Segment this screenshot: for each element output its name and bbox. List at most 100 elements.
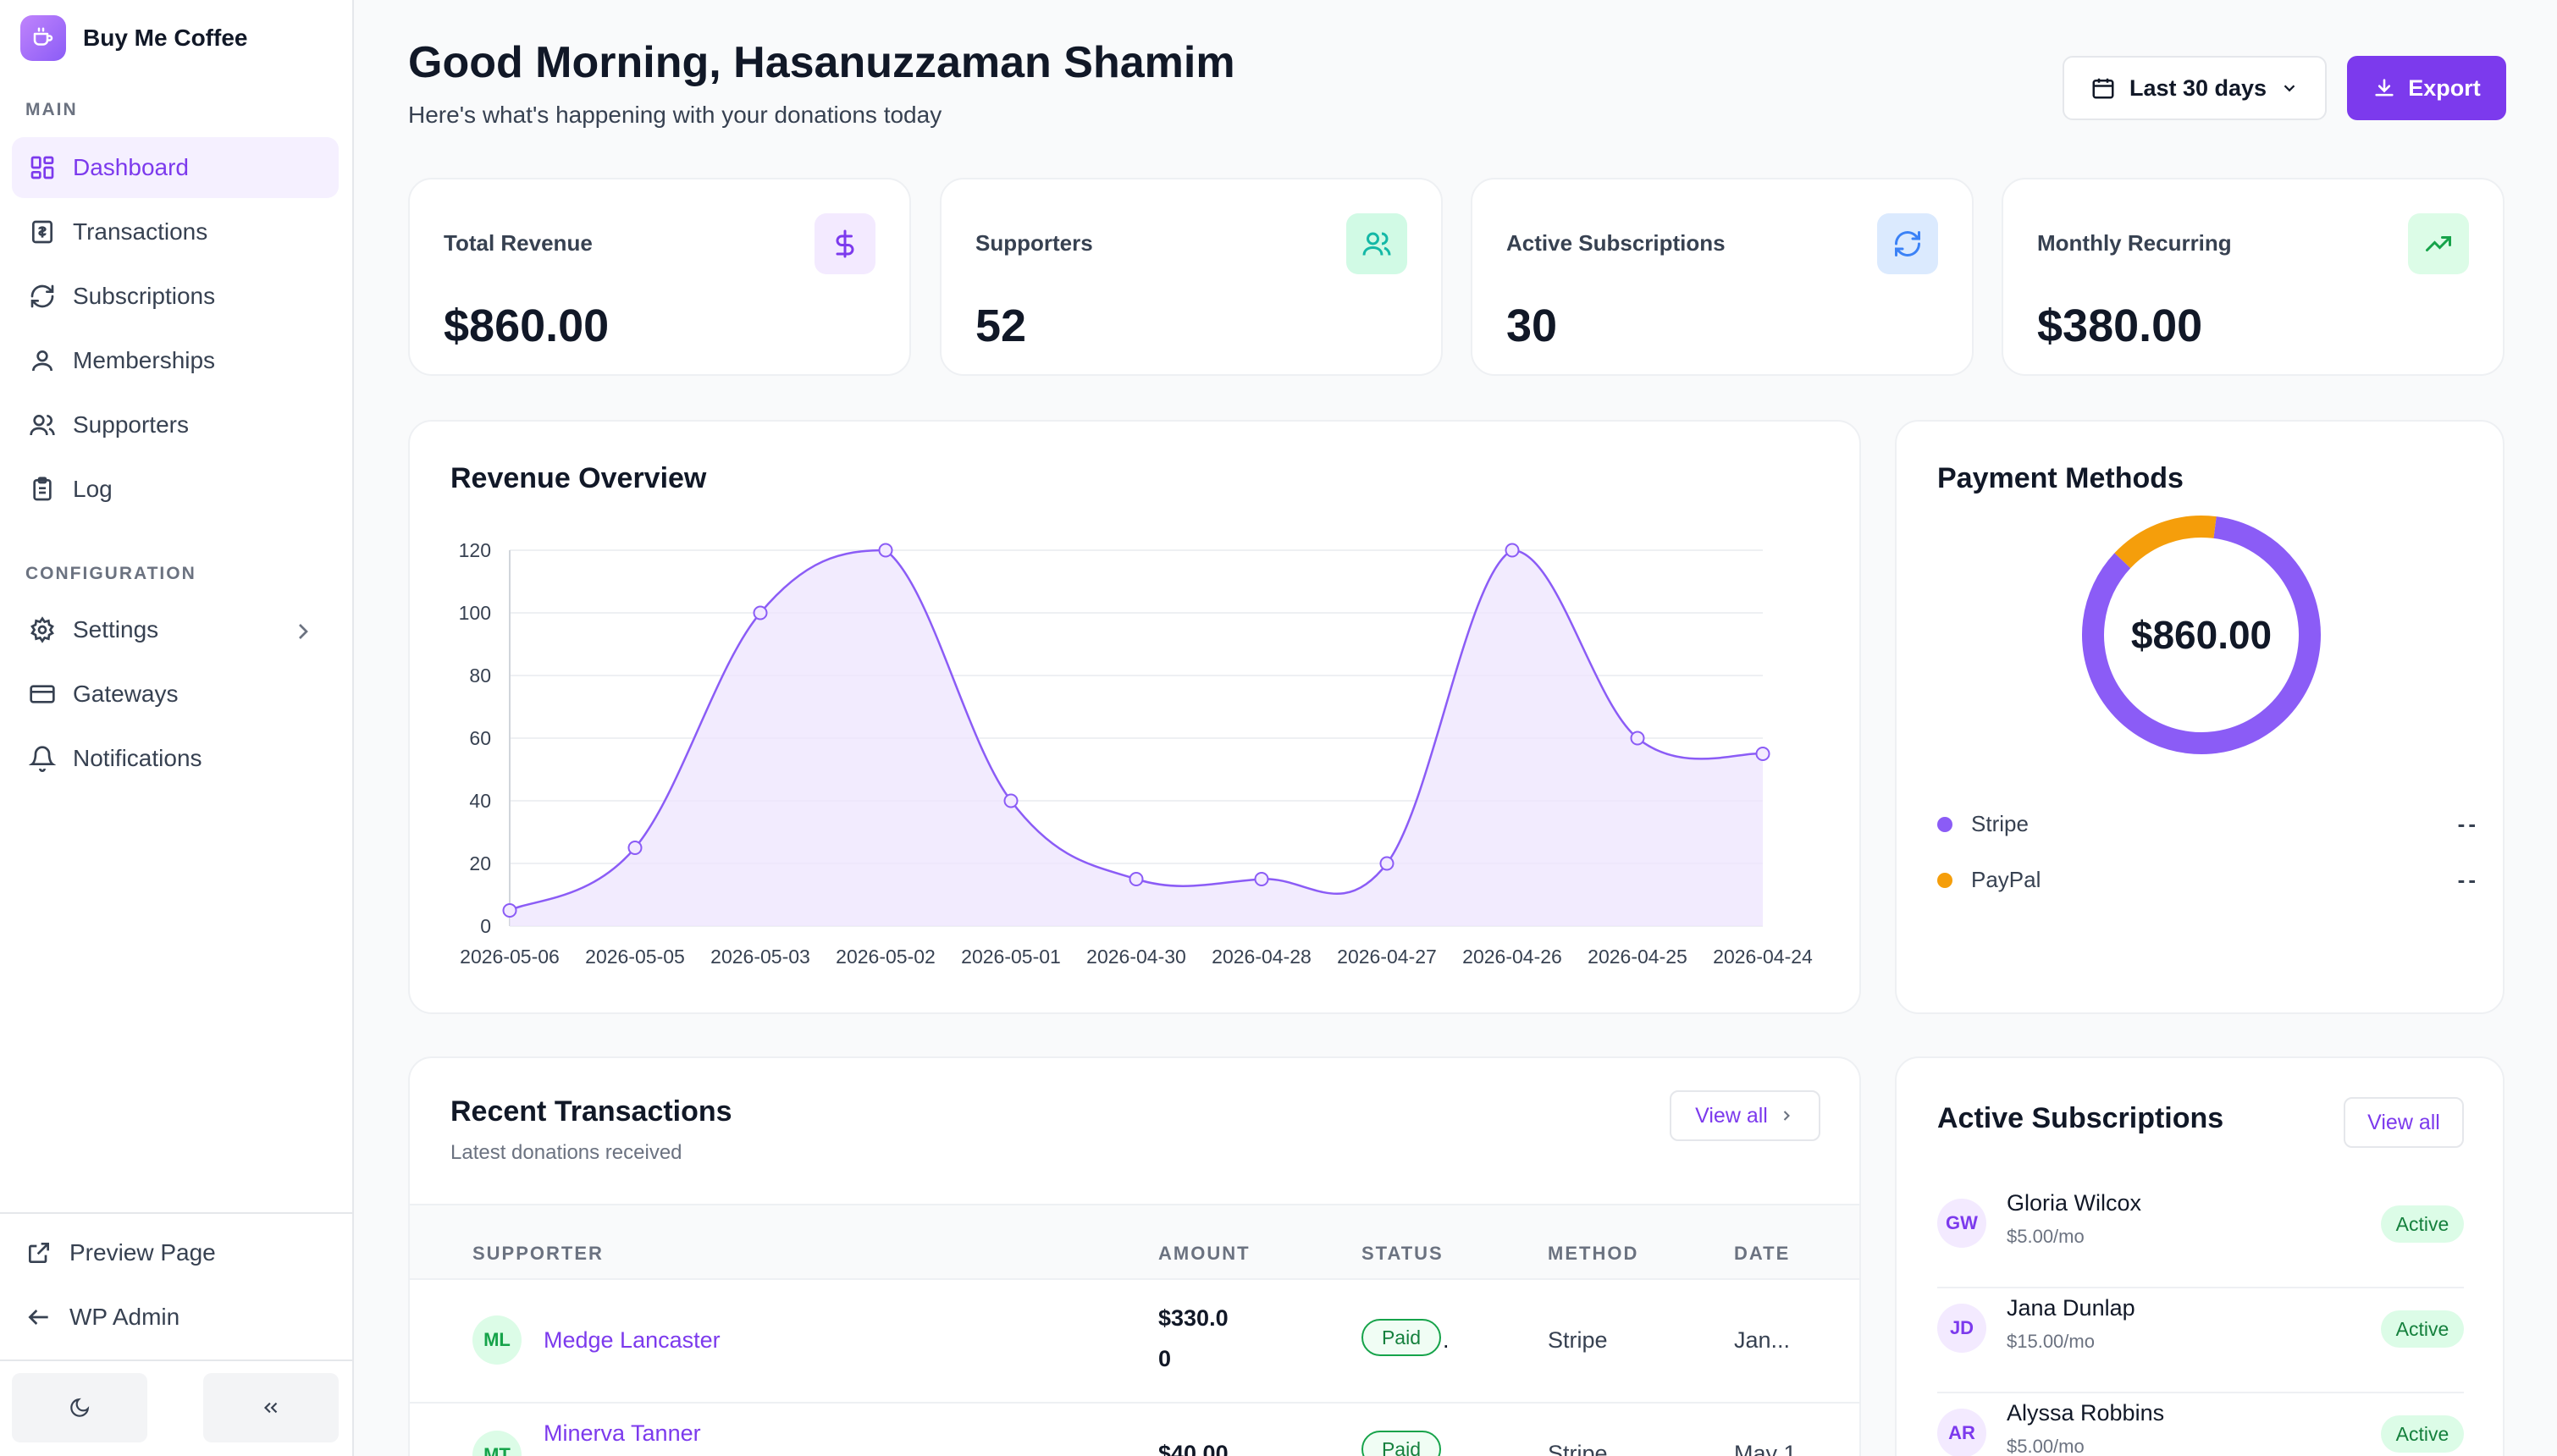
revenue-area	[510, 550, 1763, 926]
configuration-section-label: CONFIGURATION	[25, 564, 196, 583]
data-point	[627, 841, 643, 855]
moon-icon	[70, 1398, 90, 1417]
dark-mode-toggle[interactable]	[12, 1373, 147, 1442]
date-cell: Jan...	[1734, 1327, 1791, 1353]
subscription-plan: $5.00/mo	[2007, 1226, 2085, 1247]
status-badge: Paid	[1361, 1431, 1441, 1456]
legend-label: Stripe	[1971, 811, 2029, 836]
transactions-title: Recent Transactions	[450, 1095, 732, 1128]
subscription-item[interactable]: GW Gloria Wilcox $5.00/mo Active	[1937, 1185, 2464, 1288]
y-tick-label: 0	[480, 915, 491, 937]
stat-card-monthly-recurring: Monthly Recurring $380.00	[2002, 178, 2505, 376]
data-point	[1129, 872, 1144, 886]
export-button[interactable]: Export	[2347, 56, 2506, 120]
subscription-item[interactable]: AR Alyssa Robbins $5.00/mo Active	[1937, 1395, 2464, 1456]
x-tick-label: 2026-04-30	[1086, 946, 1186, 968]
user-icon	[32, 350, 52, 372]
sidebar-item-notifications[interactable]: Notifications	[12, 728, 339, 789]
refresh-icon	[30, 284, 54, 308]
column-header-status: STATUS	[1361, 1243, 1444, 1264]
amount-line: $330.0	[1158, 1305, 1229, 1331]
data-point	[1254, 872, 1269, 886]
stat-card-active-subscriptions: Active Subscriptions 30	[1471, 178, 1974, 376]
amount-line: 0	[1158, 1346, 1172, 1371]
payment-methods-card: Payment Methods $860.00 Stripe -- PayPal…	[1895, 420, 2505, 1014]
status-overflow-dot: .	[1443, 1327, 1450, 1353]
stat-label: Total Revenue	[444, 230, 593, 256]
payment-donut-chart	[2082, 516, 2321, 754]
stat-card-supporters: Supporters 52	[940, 178, 1443, 376]
sidebar-item-transactions[interactable]: Transactions	[12, 201, 339, 262]
stat-label: Supporters	[975, 230, 1093, 256]
view-all-label: View all	[1695, 1103, 1768, 1128]
x-tick-label: 2026-05-03	[710, 946, 810, 968]
sidebar: Buy Me Coffee MAIN Dashboard Transaction…	[0, 0, 354, 1456]
sidebar-item-label: Notifications	[73, 745, 202, 771]
sidebar-item-settings[interactable]: Settings	[12, 599, 339, 660]
sidebar-divider	[0, 1212, 354, 1214]
wp-admin-link[interactable]: WP Admin	[8, 1287, 335, 1348]
view-all-label: View all	[2367, 1110, 2440, 1134]
avatar: ML	[472, 1315, 522, 1365]
dollar-icon	[815, 213, 875, 274]
sidebar-item-gateways[interactable]: Gateways	[12, 664, 339, 725]
transactions-subtitle: Latest donations received	[450, 1141, 682, 1164]
subscription-item[interactable]: JD Jana Dunlap $15.00/mo Active	[1937, 1290, 2464, 1393]
chevrons-left-icon	[263, 1402, 278, 1414]
y-tick-label: 100	[459, 602, 491, 624]
avatar: GW	[1937, 1199, 1986, 1248]
table-row[interactable]: ML Medge Lancaster $330.0 0 Paid . Strip…	[410, 1280, 1859, 1404]
subscriptions-view-all-button[interactable]: View all	[2344, 1097, 2464, 1148]
preview-page-label: Preview Page	[69, 1239, 216, 1266]
legend-item-stripe: Stripe --	[1937, 811, 2479, 837]
payment-methods-title: Payment Methods	[1937, 462, 2184, 494]
stat-value: 30	[1506, 301, 1558, 351]
calendar-icon	[2092, 78, 2114, 99]
amount-line: $40.00	[1158, 1441, 1229, 1456]
column-header-date: DATE	[1734, 1243, 1791, 1264]
brand[interactable]: Buy Me Coffee	[20, 15, 247, 61]
preview-page-link[interactable]: Preview Page	[8, 1222, 335, 1283]
supporter-name-link[interactable]: Minerva Tanner	[544, 1420, 701, 1446]
sidebar-item-dashboard[interactable]: Dashboard	[12, 137, 339, 198]
date-range-select[interactable]: Last 30 days	[2063, 56, 2327, 120]
data-point	[1379, 856, 1394, 871]
legend-value: --	[2457, 867, 2479, 892]
sidebar-item-supporters[interactable]: Supporters	[12, 394, 339, 455]
download-icon	[2375, 79, 2394, 97]
table-row[interactable]: MT Minerva Tanner $40.00 Paid . Stripe M…	[410, 1405, 1859, 1456]
arrow-left-icon	[28, 1310, 48, 1325]
sidebar-item-memberships[interactable]: Memberships	[12, 330, 339, 391]
subscriber-name: Gloria Wilcox	[2007, 1190, 2142, 1216]
data-point	[753, 605, 768, 620]
supporter-name-link[interactable]: Medge Lancaster	[544, 1327, 721, 1353]
brand-name: Buy Me Coffee	[83, 25, 248, 51]
sidebar-item-label: Settings	[73, 616, 159, 643]
x-tick-label: 2026-04-24	[1713, 946, 1813, 968]
sidebar-item-label: Log	[73, 476, 113, 502]
subscription-plan: $5.00/mo	[2007, 1436, 2085, 1456]
sidebar-item-label: Dashboard	[73, 154, 189, 180]
data-point	[1630, 731, 1645, 746]
dashboard-icon	[30, 156, 54, 179]
data-point	[1755, 747, 1770, 761]
transactions-view-all-button[interactable]: View all	[1670, 1090, 1820, 1141]
stat-value: $380.00	[2037, 301, 2203, 351]
subscription-plan: $15.00/mo	[2007, 1331, 2095, 1352]
revenue-chart: 0 20 40 60 80 100 120 2026-05-06 2026-05-05 2026-…	[459, 539, 1813, 968]
sidebar-item-label: Transactions	[73, 218, 208, 245]
y-tick-label: 20	[469, 852, 491, 874]
x-tick-label: 2026-05-02	[836, 946, 936, 968]
avatar: JD	[1937, 1304, 1986, 1353]
legend-label: PayPal	[1971, 867, 2041, 892]
legend-item-paypal: PayPal --	[1937, 867, 2479, 893]
sidebar-item-subscriptions[interactable]: Subscriptions	[12, 266, 339, 327]
clipboard-icon	[33, 477, 52, 501]
recent-transactions-card: Recent Transactions Latest donations rec…	[408, 1056, 1861, 1456]
sidebar-item-label: Supporters	[73, 411, 189, 438]
stat-label: Monthly Recurring	[2037, 230, 2232, 256]
page-subtitle: Here's what's happening with your donati…	[408, 102, 942, 128]
users-icon	[1346, 213, 1407, 274]
collapse-sidebar-button[interactable]	[203, 1373, 339, 1442]
sidebar-item-log[interactable]: Log	[12, 459, 339, 520]
